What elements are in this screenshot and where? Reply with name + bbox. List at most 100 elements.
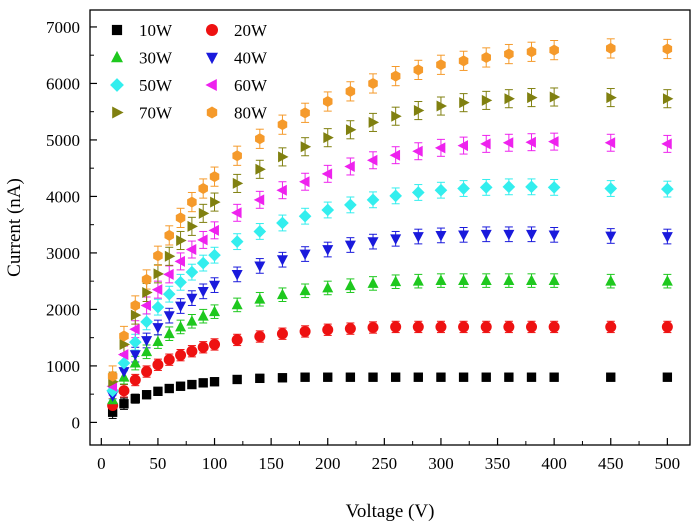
data-point — [129, 357, 141, 368]
data-point — [606, 92, 617, 104]
data-point — [174, 255, 185, 267]
data-point — [548, 136, 559, 148]
data-point — [198, 183, 208, 195]
data-point — [140, 299, 152, 311]
data-point — [390, 372, 401, 382]
data-point — [525, 136, 536, 148]
legend-marker — [206, 24, 218, 36]
data-point — [118, 367, 130, 378]
data-point — [196, 256, 210, 270]
data-point — [662, 43, 673, 55]
data-point — [164, 250, 176, 262]
data-point — [141, 273, 152, 285]
data-point — [502, 137, 514, 149]
data-point — [175, 301, 187, 313]
data-point — [368, 372, 378, 382]
data-point — [435, 321, 447, 333]
data-point — [254, 261, 266, 272]
data-point — [231, 298, 243, 310]
legend-item-60W: 60W — [205, 76, 268, 95]
data-point — [153, 386, 163, 397]
data-point — [141, 390, 152, 400]
data-point — [231, 207, 242, 219]
data-point — [481, 372, 491, 382]
y-tick-label: 2000 — [46, 300, 80, 319]
data-point — [549, 44, 559, 56]
data-point — [459, 97, 470, 109]
data-point — [323, 132, 334, 144]
data-point — [457, 140, 468, 152]
x-tick-label: 250 — [372, 454, 398, 473]
data-point — [197, 310, 209, 321]
data-point — [209, 338, 221, 350]
data-point — [186, 293, 198, 305]
data-point — [198, 378, 208, 388]
data-point — [163, 354, 175, 366]
x-tick-label: 400 — [541, 454, 567, 473]
x-tick-label: 500 — [655, 454, 681, 473]
data-point — [368, 116, 380, 128]
data-point — [163, 268, 174, 280]
legend-label: 70W — [139, 104, 173, 123]
data-point — [390, 275, 402, 287]
data-point — [117, 349, 129, 361]
data-point — [413, 372, 423, 382]
data-point — [412, 145, 423, 157]
data-point — [209, 280, 221, 292]
data-point — [187, 196, 197, 208]
data-point — [300, 372, 310, 382]
data-point — [175, 349, 187, 361]
data-point — [162, 287, 176, 301]
data-point — [479, 181, 493, 194]
data-point — [152, 323, 164, 334]
data-point — [503, 274, 515, 286]
legend-marker — [206, 106, 218, 119]
data-point — [210, 196, 221, 208]
data-point — [175, 212, 186, 224]
data-point — [208, 224, 219, 236]
data-point — [436, 372, 446, 382]
data-point — [209, 377, 220, 387]
y-tick-label: 0 — [72, 413, 81, 432]
plot-frame — [89, 9, 691, 446]
data-point — [129, 350, 141, 361]
legend-label: 20W — [234, 21, 268, 40]
data-point — [345, 85, 356, 97]
data-point — [526, 321, 538, 333]
data-point — [662, 93, 674, 105]
data-point — [434, 142, 446, 154]
data-point — [153, 268, 164, 280]
y-tick-label: 7000 — [46, 18, 80, 37]
data-point — [128, 335, 142, 349]
data-point — [548, 230, 560, 241]
data-point — [142, 286, 153, 298]
data-point — [276, 216, 289, 230]
data-point — [321, 203, 335, 217]
data-point — [367, 321, 379, 333]
data-point — [276, 288, 288, 300]
y-axis-title: Current (nA) — [4, 178, 25, 277]
data-point — [457, 182, 470, 195]
legend-label: 30W — [139, 49, 173, 68]
data-point — [526, 46, 537, 58]
x-tick-label: 0 — [97, 454, 106, 473]
data-point — [605, 321, 617, 333]
data-point — [412, 321, 424, 333]
data-point — [197, 286, 209, 298]
data-point — [436, 100, 447, 112]
data-point — [277, 373, 288, 383]
data-point — [344, 160, 355, 172]
series-70W — [108, 91, 674, 388]
data-point — [300, 141, 312, 153]
data-point — [129, 323, 140, 335]
data-point — [322, 96, 333, 108]
data-point — [323, 372, 333, 382]
data-point — [344, 323, 356, 335]
data-point — [661, 321, 673, 333]
data-point — [390, 70, 401, 82]
data-point — [231, 334, 243, 346]
data-point — [661, 275, 673, 286]
data-point — [661, 182, 674, 196]
data-point — [458, 321, 470, 333]
series-60W — [106, 136, 672, 392]
